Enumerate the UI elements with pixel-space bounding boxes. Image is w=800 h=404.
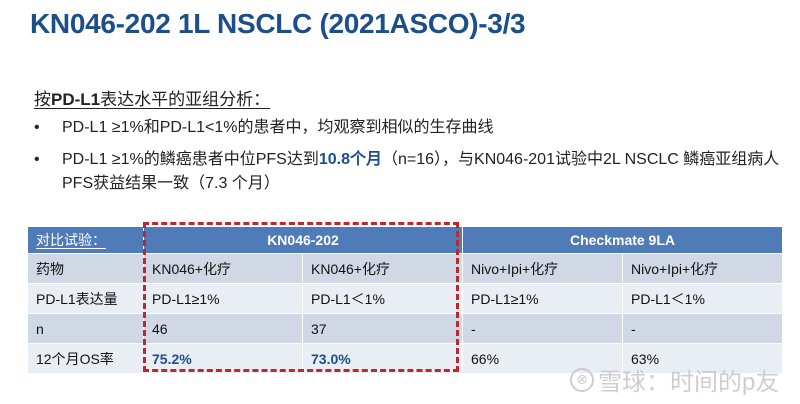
bullet-list: • PD-L1 ≥1%和PD-L1<1%的患者中，均观察到相似的生存曲线 • P…	[34, 116, 794, 204]
table-cell: 46	[143, 313, 303, 344]
table-cell: KN046+化疗	[302, 253, 463, 284]
table-cell-highlight: 73.0%	[302, 343, 463, 374]
table-cell: -	[622, 313, 783, 344]
row-label: 12个月OS率	[27, 343, 144, 374]
table-cell: PD-L1≥1%	[143, 283, 303, 314]
slide-title: KN046-202 1L NSCLC (2021ASCO)-3/3	[30, 8, 526, 39]
table-row: 药物 KN046+化疗 KN046+化疗 Nivo+Ipi+化疗 Nivo+Ip…	[27, 253, 783, 284]
table-header-row: 对比试验： KN046-202 Checkmate 9LA	[27, 226, 783, 254]
table-cell: -	[462, 313, 623, 344]
row-label: 药物	[27, 253, 144, 284]
table-cell: Nivo+Ipi+化疗	[622, 253, 783, 284]
comparison-table: 对比试验： KN046-202 Checkmate 9LA 药物 KN046+化…	[27, 226, 783, 374]
table-row: PD-L1表达量 PD-L1≥1% PD-L1＜1% PD-L1≥1% PD-L…	[27, 283, 783, 314]
bullet-dot-icon: •	[34, 151, 40, 168]
bullet-text: PD-L1 ≥1%的鳞癌患者中位PFS达到10.8个月（n=16），与KN046…	[62, 148, 794, 196]
section-heading: 按PD-L1表达水平的亚组分析：	[34, 85, 270, 110]
highlight-dashed-box	[143, 222, 459, 372]
bullet-text-before: PD-L1 ≥1%的鳞癌患者中位PFS达到	[62, 151, 319, 168]
header-label: 对比试验：	[27, 226, 144, 254]
table-cell-highlight: 75.2%	[143, 343, 303, 374]
watermark: ⊗ 雪球：时间的p友	[570, 362, 779, 397]
bullet-text-after: （n=16），与KN046-201试验中2L NSCLC 鳞癌亚组病人PFS获益…	[62, 151, 780, 192]
pfs-highlight: 10.8个月	[318, 151, 382, 168]
section-heading-bold: PD-L1	[51, 90, 101, 109]
table-row: 12个月OS率 75.2% 73.0% 66% 63%	[27, 343, 783, 374]
bullet-dot-icon: •	[34, 119, 40, 136]
table-cell: Nivo+Ipi+化疗	[462, 253, 623, 284]
snowball-logo-icon: ⊗	[570, 367, 594, 392]
bullet-text: PD-L1 ≥1%和PD-L1<1%的患者中，均观察到相似的生存曲线	[62, 119, 494, 136]
table-cell: PD-L1≥1%	[462, 283, 623, 314]
table-cell: KN046+化疗	[143, 253, 303, 284]
table-cell: PD-L1＜1%	[622, 283, 783, 314]
section-heading-suffix: 表达水平的亚组分析：	[100, 90, 271, 109]
header-group-checkmate-9la: Checkmate 9LA	[462, 226, 783, 254]
section-heading-prefix: 按	[34, 90, 51, 109]
header-group-kn046-202: KN046-202	[143, 226, 463, 254]
watermark-text: 雪球：时间的p友	[598, 369, 780, 396]
bullet-item: • PD-L1 ≥1%和PD-L1<1%的患者中，均观察到相似的生存曲线	[34, 116, 794, 140]
bullet-item: • PD-L1 ≥1%的鳞癌患者中位PFS达到10.8个月（n=16），与KN0…	[34, 148, 794, 196]
table-cell: PD-L1＜1%	[302, 283, 463, 314]
table-cell: 63%	[622, 343, 783, 374]
table-cell: 66%	[462, 343, 623, 374]
row-label: PD-L1表达量	[27, 283, 144, 314]
row-label: n	[27, 313, 144, 344]
